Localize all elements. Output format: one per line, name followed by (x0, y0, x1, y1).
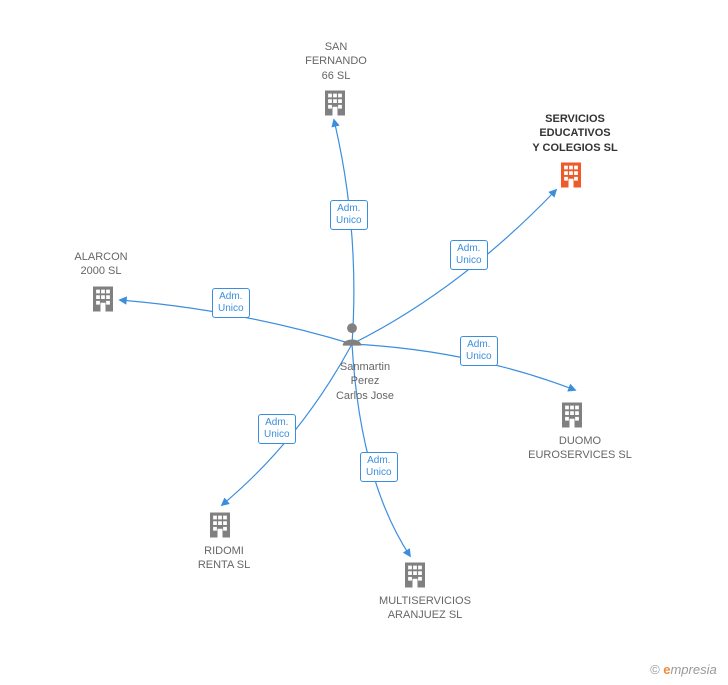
person-label: Sanmartin Perez Carlos Jose (330, 360, 400, 403)
edge-label-servicios: Adm. Unico (450, 240, 488, 270)
building-icon-alarcon (88, 284, 118, 319)
edge-label-san_fernando: Adm. Unico (330, 200, 368, 230)
edge-label-alarcon: Adm. Unico (212, 288, 250, 318)
edge-label-duomo: Adm. Unico (460, 336, 498, 366)
watermark-text: mpresia (670, 662, 716, 677)
building-icon-ridomi (205, 510, 235, 545)
node-label-duomo: DUOMO EUROSERVICES SL (520, 434, 640, 463)
edge-label-ridomi: Adm. Unico (258, 414, 296, 444)
node-label-servicios: SERVICIOS EDUCATIVOS Y COLEGIOS SL (520, 112, 630, 155)
building-icon-multiservicios (400, 560, 430, 595)
building-icon-duomo (557, 400, 587, 435)
building-icon-san_fernando (320, 88, 350, 123)
edge-label-multiservicios: Adm. Unico (360, 452, 398, 482)
edge-san_fernando (334, 120, 354, 344)
person-icon (338, 320, 366, 353)
node-label-alarcon: ALARCON 2000 SL (66, 250, 136, 279)
node-label-ridomi: RIDOMI RENTA SL (184, 544, 264, 573)
copyright-symbol: © (650, 662, 660, 677)
watermark: © empresia (650, 662, 717, 677)
node-label-san_fernando: SAN FERNANDO 66 SL (296, 40, 376, 83)
node-label-multiservicios: MULTISERVICIOS ARANJUEZ SL (370, 594, 480, 623)
building-icon-servicios (556, 160, 586, 195)
